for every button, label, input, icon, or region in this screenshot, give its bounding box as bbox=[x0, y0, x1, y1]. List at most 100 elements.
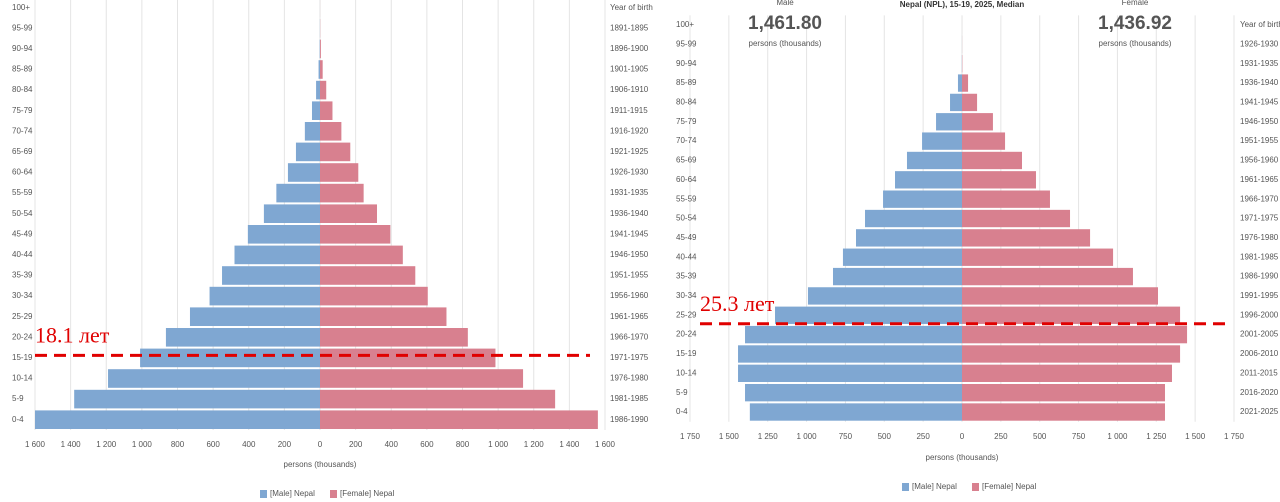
bar bbox=[263, 204, 320, 223]
x-tick-label: 0 bbox=[960, 432, 965, 441]
cohort-label: 1911-1915 bbox=[610, 106, 648, 115]
bar bbox=[962, 113, 993, 131]
cohort-label: 1916-1920 bbox=[610, 126, 649, 135]
age-label: 25-29 bbox=[12, 312, 33, 321]
cohort-label: 1901-1905 bbox=[610, 65, 649, 74]
cohort-label: 1941-1945 bbox=[610, 229, 649, 238]
cohort-label: 1996-2000 bbox=[1240, 310, 1279, 319]
bar bbox=[320, 348, 496, 368]
x-axis-title: persons (thousands) bbox=[284, 460, 357, 469]
age-label: 35-39 bbox=[12, 271, 33, 280]
x-tick-label: 1 400 bbox=[559, 440, 580, 449]
age-label: 15-19 bbox=[676, 349, 697, 358]
x-axis-title: persons (thousands) bbox=[926, 453, 999, 462]
x-tick-label: 1 600 bbox=[595, 440, 616, 449]
bar bbox=[320, 307, 447, 326]
age-label: 80-84 bbox=[676, 98, 697, 107]
bar bbox=[962, 209, 1071, 228]
cohort-label: 1951-1955 bbox=[610, 271, 649, 280]
age-label: 10-14 bbox=[12, 374, 33, 383]
age-label: 20-24 bbox=[12, 332, 33, 341]
bar bbox=[922, 132, 962, 150]
x-tick-label: 400 bbox=[385, 440, 399, 449]
x-tick-label: 500 bbox=[878, 432, 892, 441]
bar bbox=[883, 190, 962, 208]
cohort-label: 2011-2015 bbox=[1240, 368, 1278, 377]
x-tick-label: 200 bbox=[278, 440, 292, 449]
age-label: 85-89 bbox=[676, 78, 697, 87]
x-tick-label: 1 000 bbox=[132, 440, 153, 449]
age-label: 15-19 bbox=[12, 353, 33, 362]
bar bbox=[320, 266, 416, 285]
age-label: 20-24 bbox=[676, 330, 697, 339]
cohort-label: 1931-1935 bbox=[1240, 59, 1279, 68]
cohort-label: 1946-1950 bbox=[1240, 117, 1279, 126]
x-tick-label: 1 250 bbox=[758, 432, 779, 441]
cohort-label: 1921-1925 bbox=[610, 147, 649, 156]
bar bbox=[276, 183, 320, 203]
bar bbox=[936, 113, 962, 131]
age-label: 55-59 bbox=[12, 188, 33, 197]
cohort-label: 1926-1930 bbox=[1240, 39, 1279, 48]
bar bbox=[304, 122, 320, 141]
bar bbox=[320, 225, 391, 244]
x-tick-label: 1 500 bbox=[1185, 432, 1206, 441]
x-tick-label: 800 bbox=[171, 440, 185, 449]
cohort-label: 1961-1965 bbox=[1240, 175, 1279, 184]
x-tick-label: 1 000 bbox=[488, 440, 509, 449]
bar bbox=[749, 403, 962, 421]
legend-swatch bbox=[260, 490, 267, 498]
cohort-label: 1981-1985 bbox=[1240, 252, 1279, 261]
bar bbox=[320, 204, 377, 223]
age-label: 5-9 bbox=[12, 394, 24, 403]
bar bbox=[962, 229, 1091, 247]
age-label: 80-84 bbox=[12, 85, 33, 94]
median-label: 18.1 лет bbox=[35, 322, 110, 347]
bar bbox=[962, 151, 1022, 170]
age-label: 5-9 bbox=[676, 388, 688, 397]
age-label: 25-29 bbox=[676, 310, 697, 319]
bar bbox=[962, 384, 1165, 402]
cohort-label: 2001-2005 bbox=[1240, 330, 1279, 339]
age-label: 75-79 bbox=[676, 117, 697, 126]
age-label: 70-74 bbox=[12, 126, 33, 135]
bar bbox=[320, 245, 403, 265]
cohort-label: 1976-1980 bbox=[1240, 233, 1279, 242]
x-tick-label: 400 bbox=[242, 440, 256, 449]
cohort-label: 1966-1970 bbox=[1240, 194, 1279, 203]
bar bbox=[320, 163, 359, 182]
bar bbox=[320, 286, 428, 306]
age-label: 90-94 bbox=[676, 59, 697, 68]
total-value: 1,461.80 bbox=[748, 13, 822, 34]
age-label: 30-34 bbox=[676, 291, 697, 300]
age-label: 35-39 bbox=[676, 272, 697, 281]
bar bbox=[842, 248, 962, 266]
bar bbox=[316, 80, 320, 100]
age-label: 55-59 bbox=[676, 194, 697, 203]
x-tick-label: 250 bbox=[916, 432, 930, 441]
cohort-header: Year of birth bbox=[610, 3, 653, 12]
bar bbox=[318, 60, 320, 79]
cohort-label: 1946-1950 bbox=[610, 250, 649, 259]
age-label: 0-4 bbox=[12, 415, 24, 424]
age-label: 100+ bbox=[676, 20, 694, 29]
age-label: 65-69 bbox=[676, 156, 697, 165]
bar bbox=[962, 132, 1006, 150]
cohort-label: 1926-1930 bbox=[610, 168, 649, 177]
bar bbox=[189, 307, 320, 326]
bar bbox=[738, 364, 962, 382]
bar bbox=[957, 74, 962, 92]
age-label: 45-49 bbox=[676, 233, 697, 242]
bar bbox=[320, 410, 598, 429]
bar bbox=[234, 245, 320, 265]
x-tick-label: 500 bbox=[1033, 432, 1047, 441]
bar bbox=[74, 389, 320, 409]
x-tick-label: 1 500 bbox=[719, 432, 740, 441]
bar bbox=[287, 163, 320, 182]
chart-title: Nepal (NPL), 15-19, 2025, Median bbox=[900, 0, 1025, 9]
bar bbox=[962, 74, 969, 92]
cohort-header: Year of birth bbox=[1240, 20, 1280, 29]
bar bbox=[962, 287, 1158, 305]
bar bbox=[950, 93, 962, 112]
